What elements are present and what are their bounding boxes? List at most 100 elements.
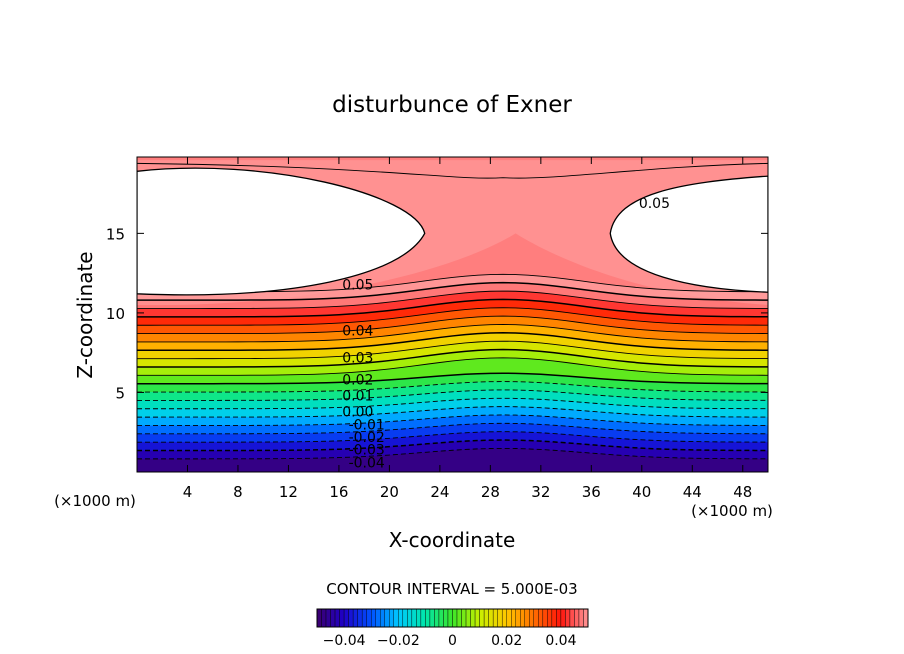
colorbar: [316, 608, 589, 628]
y-tick-label: 15: [106, 225, 125, 243]
colorbar-cell: [547, 608, 553, 628]
colorbar-cell: [425, 608, 431, 628]
colorbar-cell: [483, 608, 489, 628]
colorbar-cell: [321, 608, 327, 628]
contour-line: [137, 439, 768, 452]
colorbar-cell: [420, 608, 426, 628]
undefined-regions: [137, 162, 768, 296]
colorbar-cell: [461, 608, 467, 628]
contour-line: [137, 332, 768, 352]
colorbar-cell: [407, 608, 413, 628]
y-tick-label: 10: [106, 305, 125, 323]
colorbar-cell: [520, 608, 525, 628]
colorbar-cell: [361, 608, 367, 628]
colorbar-cell: [529, 608, 534, 628]
colorbar-cell: [325, 608, 331, 628]
z-unit-label: (×1000 m): [54, 492, 136, 510]
colorbar-cell: [501, 608, 507, 628]
colorbar-cell: [583, 608, 589, 628]
contour-interval-text: CONTOUR INTERVAL = 5.000E-03: [326, 580, 577, 598]
colorbar-cell: [443, 608, 449, 628]
colorbar-cell: [456, 608, 462, 628]
colorbar-cell: [343, 608, 349, 628]
contour-line: [137, 372, 768, 385]
colorbar-cell: [492, 608, 498, 628]
x-tick-label: 4: [183, 483, 193, 501]
y-axis-label: Z-coordinate: [73, 251, 97, 378]
colorbar-cell: [515, 608, 521, 628]
contour-label: 0.01: [342, 389, 373, 405]
colorbar-cell: [479, 608, 485, 628]
colorbar-cell: [497, 608, 503, 628]
colorbar-cell: [357, 608, 363, 628]
undefined-region-left: [137, 167, 426, 296]
colorbar-cell: [438, 608, 444, 628]
colorbar-cell: [352, 608, 358, 628]
colorbar-tick-labels: −0.04 −0.02 0 0.02 0.04: [323, 633, 577, 649]
colorbar-cell: [348, 608, 354, 628]
x-tick-label: 8: [233, 483, 243, 501]
colorbar-tick-label: −0.02: [377, 633, 420, 649]
colorbar-tick-label: −0.04: [323, 633, 366, 649]
colorbar-cell: [434, 608, 440, 628]
contour-lines: [137, 273, 768, 460]
colorbar-cell: [511, 608, 516, 628]
colorbar-cell: [416, 608, 422, 628]
x-axis-label: X-coordinate: [389, 528, 516, 552]
x-tick-label: 32: [531, 483, 550, 501]
undefined-region-right: [609, 175, 768, 293]
contour-label: 0.04: [342, 323, 373, 339]
colorbar-cell: [551, 608, 557, 628]
x-tick-label: 48: [733, 483, 752, 501]
contour-label: 0.02: [342, 373, 373, 389]
x-tick-label: 36: [582, 483, 601, 501]
colorbar-cell: [371, 608, 376, 628]
contour-line: [137, 290, 768, 309]
contour-line-top: [137, 162, 768, 179]
colorbar-cell: [398, 608, 404, 628]
colorbar-cell: [465, 608, 471, 628]
contour-line: [137, 357, 768, 376]
contour-line: [137, 422, 768, 435]
contour-labels: 0.050.050.040.030.020.010.00-0.01-0.02-0…: [342, 196, 670, 471]
contour-line: [137, 397, 768, 410]
colorbar-cell: [375, 608, 381, 628]
contour-line: [137, 406, 768, 418]
contour-label: 0.03: [342, 350, 373, 366]
contour-label: 0.05: [342, 277, 373, 293]
colorbar-cell: [389, 608, 394, 628]
x-tick-label: 12: [279, 483, 298, 501]
colorbar-cell: [411, 608, 417, 628]
contour-line: [137, 447, 768, 460]
colorbar-cell: [506, 608, 512, 628]
contour-label: -0.02: [349, 430, 385, 446]
y-axis-ticks: 5 10 15: [106, 225, 768, 402]
colorbar-cell: [569, 608, 575, 628]
contour-line: [137, 348, 768, 368]
x-tick-label: 24: [430, 483, 449, 501]
colorbar-cell: [316, 608, 322, 628]
x-axis-ticks: 4 8 12 16 20 24 28 32 36 40 44 48: [183, 157, 752, 501]
x-tick-label: 20: [380, 483, 399, 501]
colorbar-cell: [380, 608, 385, 628]
y-tick-label: 5: [115, 384, 125, 402]
colorbar-cell: [452, 608, 458, 628]
colorbar-cell: [334, 608, 340, 628]
x-unit-label: (×1000 m): [691, 502, 773, 520]
colorbar-cell: [402, 608, 408, 628]
plot-frame: [136, 156, 769, 473]
colorbar-cell: [524, 608, 530, 628]
colorbar-tick-label: 0: [448, 633, 457, 649]
contour-line: [137, 340, 768, 360]
contour-line: [137, 389, 768, 401]
contour-label: 0.00: [342, 405, 373, 421]
contour-label: -0.03: [349, 443, 385, 459]
colorbar-tick-label: 0.02: [491, 633, 522, 649]
contour-line: [137, 323, 768, 343]
x-tick-label: 44: [683, 483, 702, 501]
colorbar-tick-label: 0.04: [545, 633, 576, 649]
colorbar-cell: [578, 608, 584, 628]
colorbar-cell: [470, 608, 476, 628]
colorbar-cell: [556, 608, 562, 628]
